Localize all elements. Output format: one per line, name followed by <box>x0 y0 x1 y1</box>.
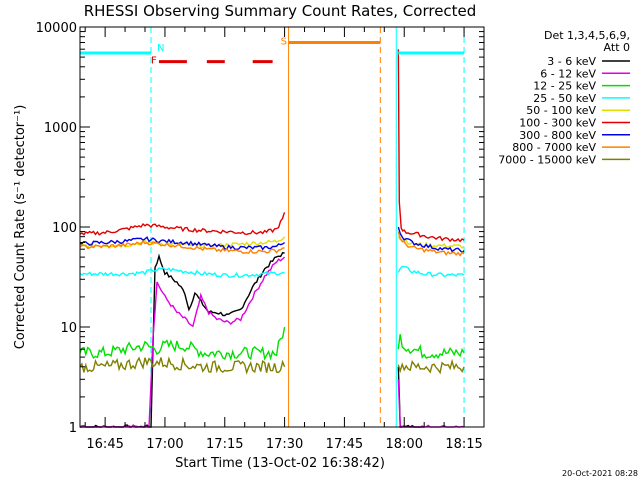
y-tick-label: 100 <box>52 221 77 236</box>
series-line <box>80 236 286 251</box>
series-line <box>79 256 286 428</box>
legend-entry-label: 7000 - 15000 keV <box>498 153 596 166</box>
chart-title: RHESSI Observing Summary Count Rates, Co… <box>84 2 477 20</box>
axes: 1 10 100 1000 10000 16:45 17:00 17:15 17:30 17:45… <box>36 21 485 452</box>
series-line <box>79 212 286 236</box>
series-line <box>80 252 285 428</box>
x-tick-label: 17:45 <box>326 437 363 452</box>
x-tick-label: 17:30 <box>266 437 303 452</box>
legend-entry-label: 6 - 12 keV <box>540 67 596 80</box>
legend-entry-label: 100 - 300 keV <box>519 117 596 130</box>
series-line <box>79 326 286 362</box>
series-line <box>79 266 285 278</box>
orbit-flag-label: N <box>157 43 164 54</box>
legend-entry-label: 25 - 50 keV <box>533 92 596 105</box>
legend-header-line-2: Att 0 <box>604 41 630 54</box>
series-line <box>397 334 465 360</box>
series-line <box>397 226 465 254</box>
y-tick-label: 1000 <box>44 121 77 136</box>
footer-timestamp: 20-Oct-2021 08:28 <box>562 469 638 478</box>
x-tick-label: 18:15 <box>445 437 482 452</box>
y-tick-label: 10000 <box>36 21 77 36</box>
series-line <box>79 355 286 375</box>
plot-frame <box>79 26 485 428</box>
legend-entry-label: 300 - 800 keV <box>519 129 596 142</box>
legend-entry-label: 50 - 100 keV <box>526 104 596 117</box>
x-tick-label: 17:15 <box>206 437 243 452</box>
legend-entry-label: 12 - 25 keV <box>533 80 596 93</box>
series-line <box>397 49 465 243</box>
orbit-flag-label: F <box>151 56 157 67</box>
x-tick-label: 17:00 <box>146 437 183 452</box>
legend-entry-label: 800 - 7000 keV <box>512 141 596 154</box>
x-tick-label: 16:45 <box>86 437 123 452</box>
y-axis-label: Corrected Count Rate (s⁻¹ detector⁻¹) <box>13 105 28 350</box>
series-layer <box>79 49 465 428</box>
series-line <box>79 240 285 255</box>
x-axis-label: Start Time (13-Oct-02 16:38:42) <box>175 456 385 471</box>
x-tick-label: 18:00 <box>386 437 423 452</box>
series-line <box>397 265 465 278</box>
y-tick-label: 10 <box>60 321 77 336</box>
series-line <box>397 231 465 257</box>
legend-entry-label: 3 - 6 keV <box>547 55 596 68</box>
y-tick-label: 1 <box>69 421 77 436</box>
series-line <box>397 366 425 428</box>
orbit-flags: NF S <box>80 36 465 67</box>
series-line <box>397 358 465 375</box>
legend-header-line-1: Det 1,3,4,5,6,9, <box>544 29 630 42</box>
series-line <box>397 379 465 428</box>
orbit-flag-label: S <box>281 36 287 47</box>
